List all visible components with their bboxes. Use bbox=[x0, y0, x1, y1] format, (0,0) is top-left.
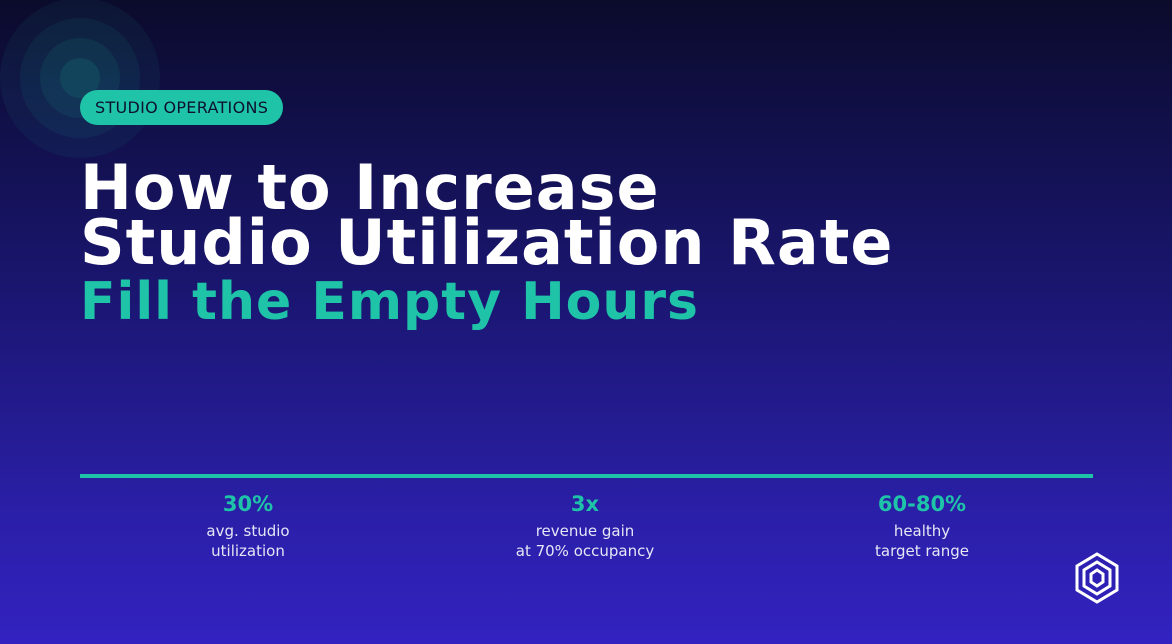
stat-value: 60-80% bbox=[877, 492, 967, 516]
stat-label-line: revenue gain bbox=[535, 522, 635, 540]
stat: 60-80% healthy target range bbox=[772, 490, 1072, 561]
stat-label-line: at 70% occupancy bbox=[515, 542, 655, 560]
stat-value: 3x bbox=[570, 492, 600, 516]
stat-label-line: healthy bbox=[893, 522, 951, 540]
subtitle: Fill the Empty Hours bbox=[80, 272, 699, 332]
stat-label: healthy target range bbox=[772, 521, 1072, 561]
stat-value: 30% bbox=[222, 492, 274, 516]
stat: 3x revenue gain at 70% occupancy bbox=[435, 490, 735, 561]
stat-label-line: avg. studio bbox=[206, 522, 290, 540]
stat-label: revenue gain at 70% occupancy bbox=[435, 521, 735, 561]
divider bbox=[80, 474, 1093, 478]
title-line: How to Increase bbox=[80, 151, 660, 224]
stat-label-line: target range bbox=[875, 542, 969, 560]
stat-label: avg. studio utilization bbox=[98, 521, 398, 561]
title-line: Studio Utilization Rate bbox=[80, 206, 894, 279]
stat: 30% avg. studio utilization bbox=[98, 490, 398, 561]
title: How to Increase Studio Utilization Rate bbox=[80, 151, 894, 279]
badge: STUDIO OPERATIONS bbox=[80, 90, 284, 125]
logo bbox=[1075, 552, 1119, 604]
stat-label-line: utilization bbox=[211, 542, 285, 560]
